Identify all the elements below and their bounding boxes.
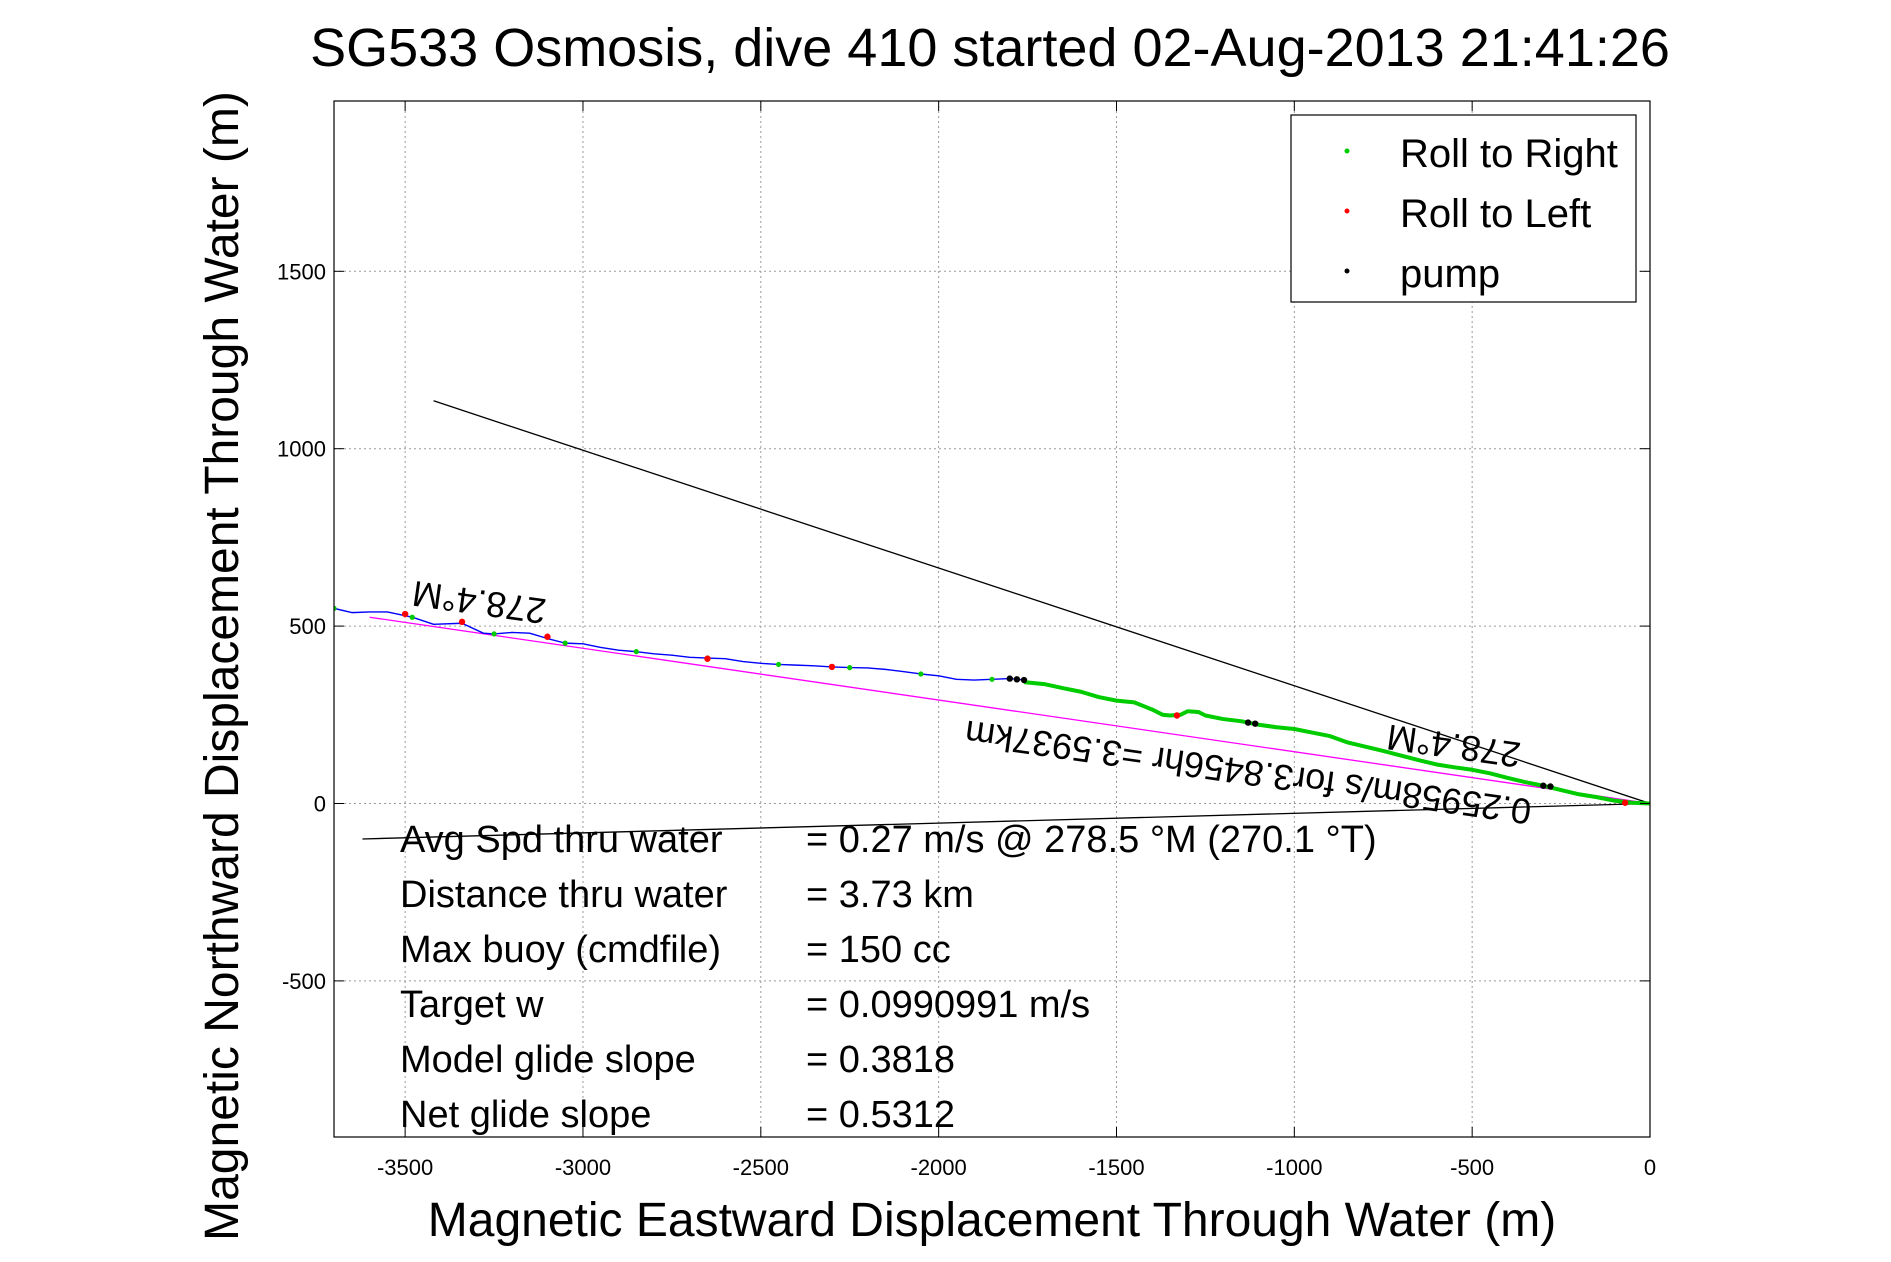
tick-label-x: 0	[1644, 1155, 1656, 1180]
roll-to-right-point	[918, 671, 924, 677]
stats-value: = 0.27 m/s @ 278.5 °M (270.1 °T)	[806, 819, 1377, 861]
stats-value: = 0.5312	[806, 1094, 955, 1136]
stats-value: = 0.3818	[806, 1039, 955, 1081]
plot-content	[334, 400, 1650, 840]
roll-to-left-point	[458, 618, 466, 626]
roll-to-right-point	[989, 676, 995, 682]
tick-label-x: -2500	[733, 1155, 789, 1180]
axis-ticks	[334, 101, 1651, 1137]
stats-table: Avg Spd thru water = 0.27 m/s @ 278.5 °M …	[400, 819, 1377, 1136]
pump-point	[1006, 675, 1013, 682]
roll-to-right-point	[491, 631, 497, 637]
roll-to-right-point	[847, 665, 853, 671]
roll-to-right-point	[409, 614, 415, 620]
tick-label-x: -3500	[377, 1155, 433, 1180]
stats-value: = 150 cc	[806, 929, 951, 971]
stats-value: = 0.0990991 m/s	[806, 984, 1090, 1026]
tick-label-x: -2000	[911, 1155, 967, 1180]
roll-to-right-point	[633, 649, 639, 655]
legend-label: pump	[1400, 252, 1500, 296]
tick-label-y: -500	[282, 969, 326, 994]
pump-point	[1244, 719, 1252, 726]
pump-point	[1252, 720, 1259, 727]
reference-line	[369, 616, 1650, 805]
legend: Roll to Right Roll to Left pump	[1290, 114, 1637, 303]
reference-lines	[362, 400, 1650, 840]
pump-point	[1013, 676, 1021, 683]
tick-label-x: -500	[1450, 1155, 1494, 1180]
tick-label-y: 1000	[277, 437, 326, 462]
roll-to-left-point	[1173, 712, 1181, 719]
tick-labels: -3500 -3000 -2500 -2000 -1500 -1000 -500 0 -500 0…	[277, 259, 1656, 1180]
x-axis-label: Magnetic Eastward Displacement Through W…	[428, 1194, 1556, 1247]
tick-label-x: -3000	[555, 1155, 611, 1180]
roll-to-left-point	[828, 663, 836, 671]
tick-label-y: 0	[314, 791, 326, 816]
legend-marker	[1344, 208, 1350, 214]
legend-label: Roll to Right	[1400, 132, 1618, 176]
plot-frame	[333, 100, 1651, 1138]
stats-label: Net glide slope	[400, 1094, 651, 1136]
legend-label: Roll to Left	[1400, 192, 1591, 236]
tick-label-y: 500	[289, 614, 326, 639]
reference-line	[362, 802, 1650, 840]
roll-to-left-point	[544, 633, 551, 640]
series-lines	[334, 607, 1650, 806]
track-line	[334, 607, 1025, 681]
stats-label: Target w	[400, 984, 544, 1026]
roll-to-left-point	[1621, 799, 1629, 806]
roll-to-left-point	[401, 610, 409, 618]
pump-point	[1547, 783, 1554, 790]
stats-value: = 3.73 km	[806, 874, 974, 916]
series-markers	[334, 605, 1629, 806]
legend-marker	[1344, 268, 1350, 274]
stats-label: Distance thru water	[400, 874, 728, 916]
roll-to-right-point	[775, 661, 782, 668]
roll-to-right-point	[562, 640, 568, 646]
stats-label: Model glide slope	[400, 1039, 696, 1081]
reference-line	[433, 400, 1650, 805]
legend-marker	[1344, 148, 1350, 154]
pump-point	[1540, 782, 1547, 789]
pump-point	[1020, 676, 1028, 684]
tick-label-x: -1500	[1088, 1155, 1144, 1180]
chart-title: SG533 Osmosis, dive 410 started 02-Aug-2…	[310, 18, 1670, 78]
tick-label-y: 1500	[277, 259, 326, 284]
roll-to-left-point	[704, 655, 711, 662]
y-axis-label: Magnetic Northward Displacement Through …	[196, 91, 249, 1241]
stats-label: Avg Spd thru water	[400, 819, 723, 861]
tick-label-x: -1000	[1266, 1155, 1322, 1180]
stats-label: Max buoy (cmdfile)	[400, 929, 721, 971]
roll-to-right-line	[1023, 680, 1650, 806]
roll-to-right-point	[334, 605, 337, 611]
